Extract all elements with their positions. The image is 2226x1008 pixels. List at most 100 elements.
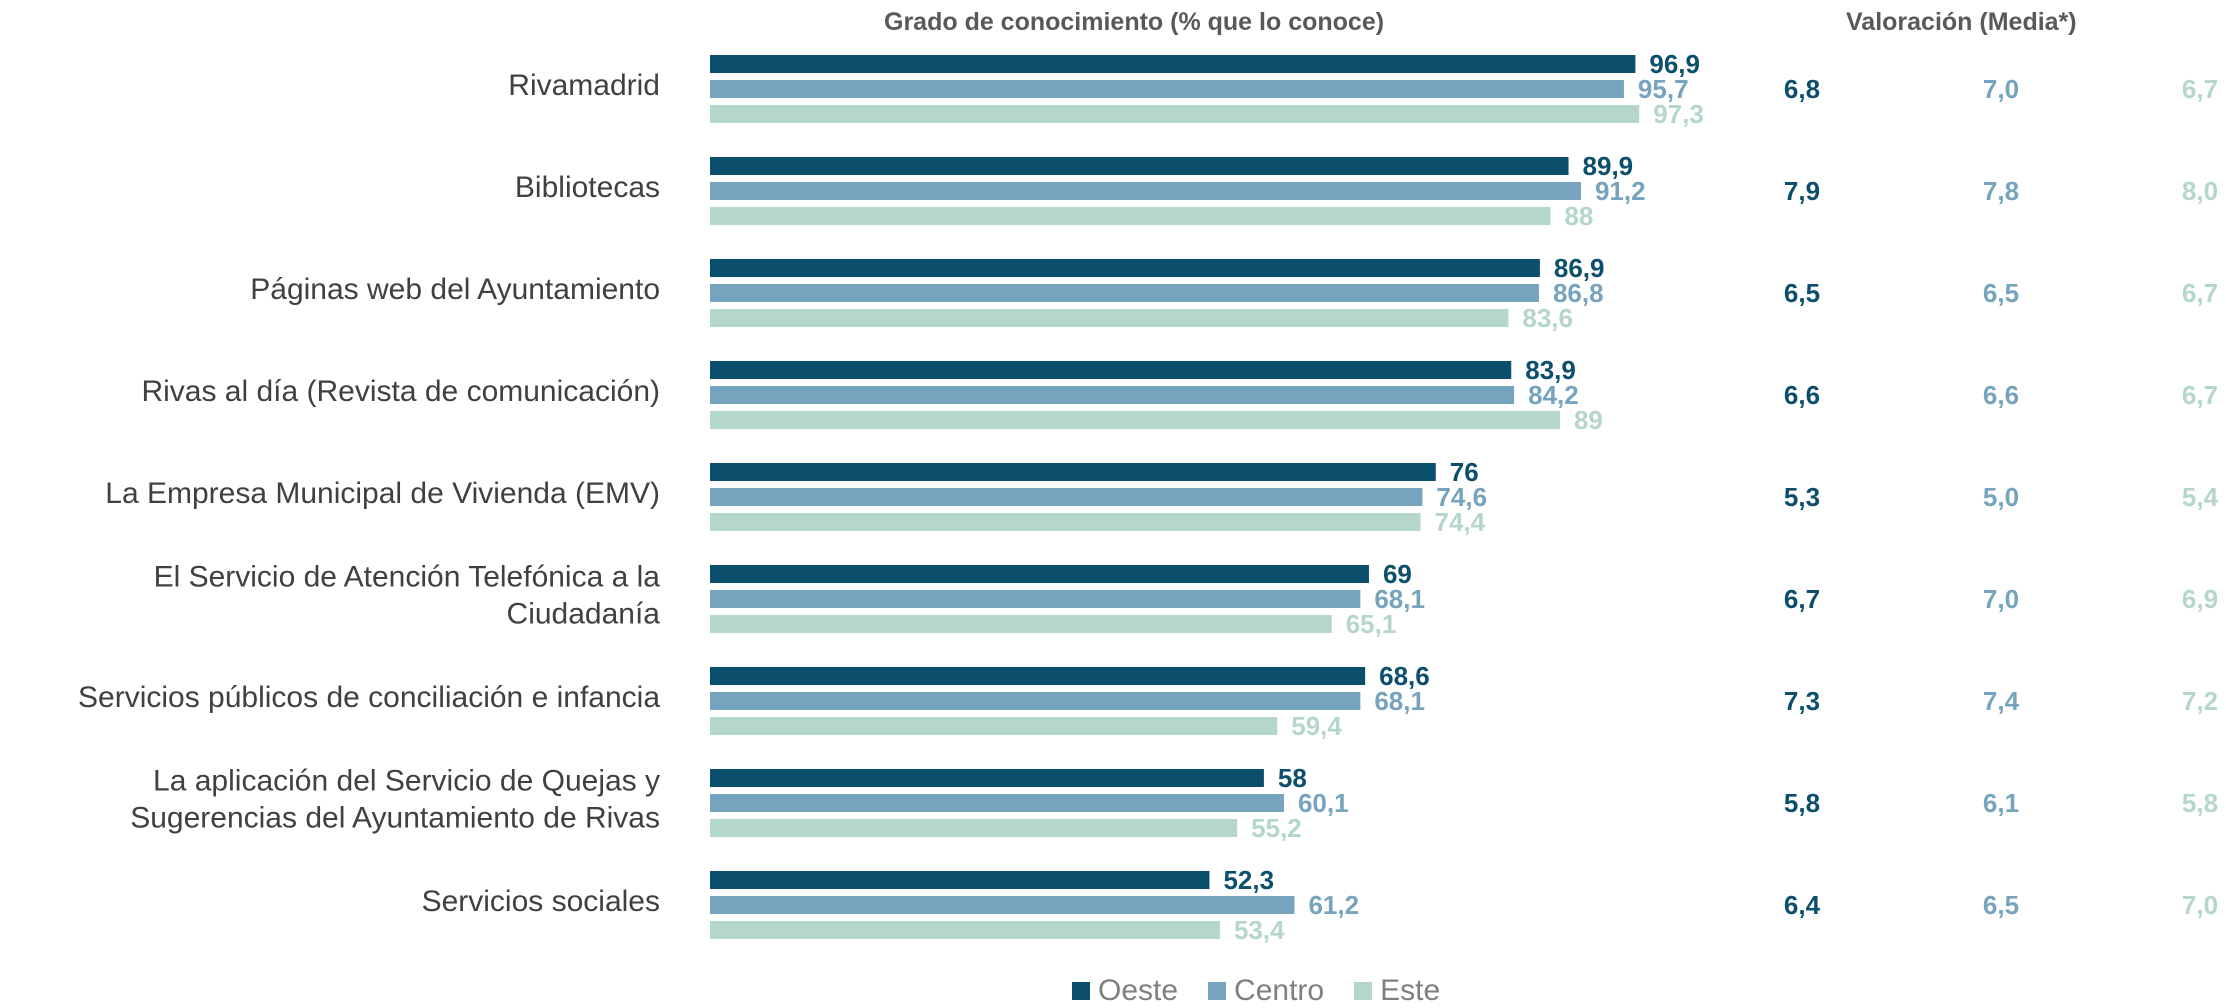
chart-title: Grado de conocimiento (% que lo conoce): [884, 8, 1385, 36]
valoracion-este: 5,4: [2182, 482, 2219, 512]
data-label-centro: 60,1: [1298, 788, 1349, 818]
valoracion-oeste: 6,8: [1784, 74, 1820, 104]
bar-este: [710, 819, 1238, 837]
valoracion-oeste: 7,3: [1784, 686, 1820, 716]
bar-centro: [710, 896, 1295, 914]
data-label-oeste: 69: [1383, 559, 1412, 589]
data-label-oeste: 86,9: [1554, 253, 1605, 283]
legend: Oeste Centro Este: [1072, 974, 1440, 1008]
data-label-oeste: 76: [1450, 457, 1479, 487]
bar-oeste: [710, 55, 1636, 73]
data-label-oeste: 58: [1278, 763, 1307, 793]
data-label-centro: 86,8: [1553, 278, 1604, 308]
valoracion-centro: 6,5: [1983, 890, 2019, 920]
valoracion-este: 7,0: [2182, 890, 2218, 920]
valoracion-oeste: 7,9: [1784, 176, 1820, 206]
bar-este: [710, 717, 1278, 735]
bar-oeste: [710, 157, 1569, 175]
valoracion-este: 6,7: [2182, 74, 2218, 104]
data-label-oeste: 68,6: [1379, 661, 1430, 691]
bar-centro: [710, 386, 1515, 404]
valoracion-oeste: 6,7: [1784, 584, 1820, 614]
bar-este: [710, 513, 1421, 531]
valoracion-centro: 6,6: [1983, 380, 2019, 410]
data-label-este: 83,6: [1522, 303, 1573, 333]
bar-oeste: [710, 259, 1540, 277]
bar-centro: [710, 590, 1361, 608]
bar-centro: [710, 488, 1423, 506]
data-label-oeste: 96,9: [1649, 49, 1700, 79]
bar-oeste: [710, 361, 1512, 379]
bar-oeste: [710, 667, 1366, 685]
data-label-este: 55,2: [1251, 813, 1302, 843]
data-label-oeste: 89,9: [1583, 151, 1634, 181]
category-label: Ciudadanía: [507, 597, 661, 630]
legend-label-este: Este: [1380, 974, 1441, 1007]
data-label-este: 53,4: [1234, 915, 1285, 945]
bar-centro: [710, 182, 1581, 200]
legend-swatch-este: [1354, 982, 1373, 1000]
bar-este: [710, 921, 1220, 939]
data-label-centro: 91,2: [1595, 176, 1646, 206]
valoracion-centro: 5,0: [1983, 482, 2019, 512]
data-label-este: 88: [1564, 201, 1593, 231]
valoracion-centro: 7,0: [1983, 584, 2019, 614]
data-label-centro: 61,2: [1308, 890, 1359, 920]
data-label-centro: 84,2: [1528, 380, 1579, 410]
data-label-este: 97,3: [1653, 99, 1704, 129]
category-label: La aplicación del Servicio de Quejas y: [153, 764, 660, 797]
category-label: Rivas al día (Revista de comunicación): [141, 375, 660, 408]
category-label: Páginas web del Ayuntamiento: [250, 273, 660, 306]
legend-label-centro: Centro: [1234, 974, 1325, 1007]
data-label-centro: 68,1: [1374, 686, 1425, 716]
valoracion-centro: 6,5: [1983, 278, 2019, 308]
valoracion-oeste: 6,5: [1784, 278, 1820, 308]
legend-item-este: Este: [1354, 974, 1440, 1008]
data-label-este: 65,1: [1346, 609, 1397, 639]
bar-oeste: [710, 565, 1369, 583]
legend-swatch-oeste: [1072, 982, 1090, 1000]
valoracion-este: 6,9: [2182, 584, 2218, 614]
bar-centro: [710, 80, 1624, 98]
data-label-este: 74,4: [1435, 507, 1486, 537]
bar-este: [710, 309, 1509, 327]
category-label: Servicios sociales: [422, 885, 660, 918]
valoracion-oeste: 6,4: [1784, 890, 1821, 920]
valoracion-este: 5,8: [2182, 788, 2218, 818]
valoracion-centro: 7,4: [1983, 686, 2020, 716]
bar-centro: [710, 794, 1284, 812]
category-label: La Empresa Municipal de Vivienda (EMV): [105, 477, 660, 510]
bar-este: [710, 207, 1551, 225]
valoracion-oeste: 5,3: [1784, 482, 1820, 512]
category-label: Servicios públicos de conciliación e inf…: [78, 681, 660, 714]
data-label-este: 89: [1574, 405, 1603, 435]
category-label: El Servicio de Atención Telefónica a la: [154, 560, 661, 593]
valoracion-este: 7,2: [2182, 686, 2218, 716]
category-label: Bibliotecas: [515, 171, 660, 204]
bar-oeste: [710, 769, 1264, 787]
data-label-centro: 74,6: [1436, 482, 1487, 512]
valoracion-este: 6,7: [2182, 278, 2218, 308]
valoracion-centro: 7,8: [1983, 176, 2019, 206]
valoracion-title: Valoración (Media*): [1846, 8, 2077, 36]
valoracion-este: 8,0: [2182, 176, 2218, 206]
bar-este: [710, 615, 1332, 633]
data-label-oeste: 52,3: [1223, 865, 1274, 895]
valoracion-este: 6,7: [2182, 380, 2218, 410]
valoracion-centro: 7,0: [1983, 74, 2019, 104]
bar-centro: [710, 692, 1361, 710]
bar-oeste: [710, 871, 1210, 889]
bar-este: [710, 105, 1640, 123]
category-label: Sugerencias del Ayuntamiento de Rivas: [130, 801, 660, 834]
valoracion-centro: 6,1: [1983, 788, 2019, 818]
valoracion-oeste: 5,8: [1784, 788, 1820, 818]
data-label-este: 59,4: [1291, 711, 1342, 741]
data-label-centro: 95,7: [1638, 74, 1689, 104]
legend-swatch-centro: [1208, 982, 1227, 1000]
data-label-oeste: 83,9: [1525, 355, 1576, 385]
valoracion-oeste: 6,6: [1784, 380, 1820, 410]
category-label: Rivamadrid: [508, 69, 660, 102]
bar-centro: [710, 284, 1539, 302]
legend-item-oeste: Oeste: [1072, 974, 1178, 1008]
